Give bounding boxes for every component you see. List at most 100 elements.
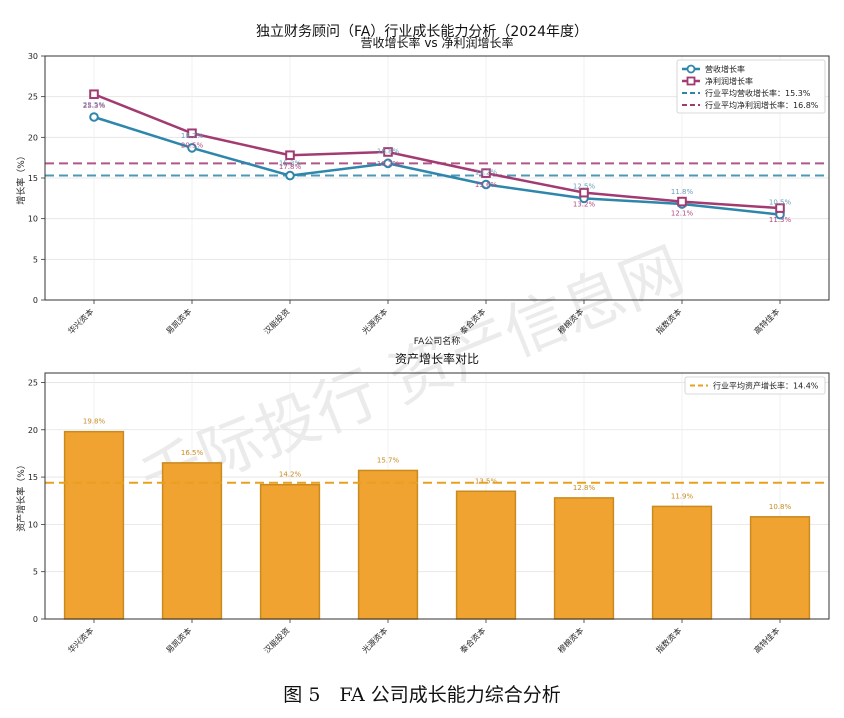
data-point-square [285,150,295,161]
bar [357,469,419,620]
data-point-square [383,147,393,157]
bar-chart-x-ticks: 华兴资本 易凯资本 汉能投资 光源资本 泰合资本 穆棉资本 指数资本 高特佳本 [66,619,782,655]
bar [161,462,223,620]
data-label: 20.5% [181,141,204,149]
bar-chart-y-ticks: 0 5 10 15 20 25 [28,378,45,624]
x-tick-label: 汉能投资 [262,306,292,336]
y-tick-label: 0 [33,615,38,624]
y-tick-label: 20 [28,426,38,435]
data-point-square [677,196,687,207]
legend-marker [686,76,696,86]
data-label: 22.5% [83,101,106,109]
legend-marker [686,64,696,74]
line-chart-data-labels: 22.5% 18.7% 15.3% 16.8% 14.2% 12.5% 11.8% 10.5%… [83,101,792,224]
y-tick-label: 5 [33,255,38,264]
legend-label: 行业平均净利润增长率：16.8% [705,100,819,110]
legend-label: 行业平均营收增长率：15.3% [705,88,811,98]
x-tick-label: 高特佳本 [752,306,782,336]
bar [553,497,615,620]
bar-chart-plot-frame [44,372,830,620]
x-tick-label: 光源资本 [360,306,390,336]
data-point-square [89,89,99,100]
bar [259,483,321,620]
data-label: 16.8% [377,147,400,155]
data-point-square [187,128,197,139]
bar-value-label: 13.5% [475,477,498,485]
x-tick-label: 华兴资本 [66,306,96,336]
data-label: 13.2% [573,201,596,209]
bar-chart-y-axis-label: 资产增长率（%） [15,460,27,532]
data-point-square [579,187,589,198]
line-chart-series [89,89,785,220]
legend-box [676,59,826,114]
data-label: 15.3% [279,160,302,168]
line-chart-y-ticks: 0 5 10 15 20 25 30 [28,52,45,305]
bar-chart-title: 资产增长率对比 [395,351,479,366]
x-tick-label: 指数资本 [654,625,684,655]
line-chart-x-axis-label: FA公司名称 [414,335,461,347]
legend-box [684,376,826,395]
data-label: 25.3% [83,102,106,110]
data-label: 12.1% [671,210,694,218]
y-tick-label: 25 [28,378,38,387]
y-tick-label: 15 [28,473,38,482]
line-chart-plot-frame [44,55,830,301]
bar-chart-data-labels: 19.8% 16.5% 14.2% 15.7% 13.5% 12.8% 11.9% 10.8% [83,418,792,511]
data-point-circle [285,170,295,181]
bar [651,505,713,620]
line-chart-title: 营收增长率 vs 净利润增长率 [361,35,514,50]
data-label: 12.5% [573,182,596,190]
bar-value-label: 15.7% [377,456,400,464]
y-tick-label: 10 [28,520,38,529]
bar-value-label: 19.8% [83,418,106,426]
data-label: 15.6% [475,181,498,189]
y-tick-label: 30 [28,52,38,61]
figure-caption: 图 5 FA 公司成长能力综合分析 [283,684,561,706]
x-tick-label: 泰合资本 [458,625,488,655]
data-label: 11.3% [769,216,792,224]
bar-chart-legend: 行业平均资产增长率：14.4% [684,376,826,395]
x-tick-label: 穆棉资本 [556,625,586,655]
bar-value-label: 16.5% [181,449,204,457]
data-point-square [481,168,491,178]
bar-value-label: 12.8% [573,484,596,492]
series-line [93,115,781,216]
data-point-circle [187,143,197,153]
data-point-square [775,203,785,213]
legend-label: 营收增长率 [705,64,745,74]
y-tick-label: 10 [28,215,38,224]
y-tick-label: 0 [33,296,38,305]
bar-value-label: 11.9% [671,492,694,500]
data-label: 18.7% [181,132,204,140]
x-tick-label: 汉能投资 [262,625,292,655]
y-tick-label: 5 [33,568,38,577]
data-label: 11.8% [671,188,694,196]
series-line [93,93,781,210]
bar-value-label: 14.2% [279,471,302,479]
data-point-circle [481,179,491,190]
bar [455,490,517,620]
figure-suptitle: 独立财务顾问（FA）行业成长能力分析（2024年度） [256,24,588,40]
y-tick-label: 25 [28,93,38,102]
x-tick-label: 高特佳本 [752,625,782,655]
x-tick-label: 易凯资本 [164,306,194,336]
x-tick-label: 光源资本 [360,625,390,655]
data-point-circle [89,112,99,122]
data-label: 18.2% [377,160,400,168]
legend-label: 行业平均资产增长率：14.4% [713,381,819,391]
bar [749,516,811,620]
bar-value-label: 10.8% [769,503,792,511]
y-tick-label: 20 [28,133,38,142]
y-tick-label: 15 [28,174,38,183]
data-point-circle [383,158,393,169]
x-tick-label: 华兴资本 [66,625,96,655]
bar [63,430,125,620]
legend-label: 净利润增长率 [705,76,753,86]
bar-chart-bars [63,430,811,620]
data-label: 10.5% [769,199,792,207]
line-chart-y-axis-label: 增长率（%） [15,151,27,205]
data-label: 17.8% [279,163,302,171]
data-label: 14.2% [475,169,498,177]
